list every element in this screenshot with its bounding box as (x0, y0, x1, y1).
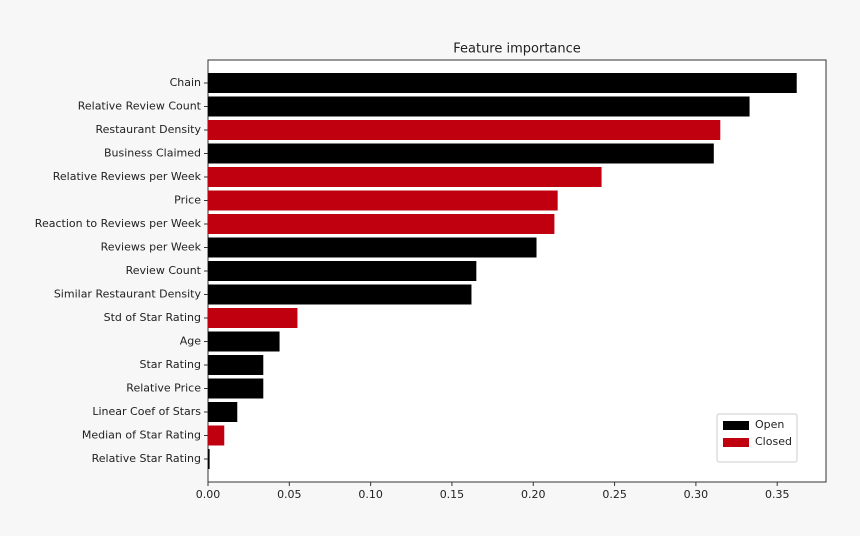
x-tick-label: 0.10 (358, 488, 383, 501)
y-tick-label: Linear Coef of Stars (92, 405, 201, 418)
x-tick-label: 0.15 (440, 488, 465, 501)
bar (208, 331, 280, 352)
bar (208, 167, 602, 187)
x-tick-label: 0.30 (684, 488, 709, 501)
legend-label: Open (755, 418, 784, 431)
bar (208, 425, 225, 446)
y-tick-label: Review Count (126, 264, 202, 277)
bar (208, 355, 264, 375)
bar (208, 449, 210, 469)
y-tick-label: Median of Star Rating (82, 429, 201, 442)
x-tick-label: 0.00 (196, 488, 221, 501)
bar (208, 308, 298, 328)
chart-title: Feature importance (453, 42, 581, 57)
x-tick-label: 0.35 (765, 488, 790, 501)
y-tick-label: Star Rating (139, 358, 201, 371)
y-tick-label: Chain (170, 76, 201, 89)
y-tick-label: Price (174, 194, 201, 207)
y-tick-label: Age (180, 335, 202, 348)
bar (208, 284, 472, 305)
legend-label: Closed (755, 435, 792, 448)
bar (208, 143, 714, 164)
y-tick-label: Similar Restaurant Density (54, 288, 202, 301)
legend: Open Closed (716, 413, 798, 463)
bar (208, 120, 721, 140)
legend-swatch (723, 421, 749, 430)
y-tick-label: Relative Review Count (78, 100, 202, 113)
bar (208, 190, 558, 211)
bar (208, 378, 264, 399)
bar (208, 214, 555, 234)
y-tick-label: Relative Reviews per Week (53, 170, 202, 183)
x-tick-label: 0.20 (521, 488, 546, 501)
y-tick-label: Business Claimed (104, 147, 201, 160)
y-tick-label: Reaction to Reviews per Week (35, 217, 202, 230)
bar (208, 96, 750, 117)
x-tick-label: 0.25 (602, 488, 627, 501)
y-tick-label: Std of Star Rating (104, 311, 201, 324)
bar (208, 261, 477, 281)
bar (208, 237, 537, 258)
x-tick-label: 0.05 (277, 488, 302, 501)
bar (208, 73, 797, 93)
y-tick-label: Restaurant Density (95, 123, 201, 136)
y-tick-label: Reviews per Week (101, 241, 202, 254)
legend-swatch (723, 438, 749, 447)
bar (208, 402, 238, 422)
y-tick-label: Relative Star Rating (92, 452, 201, 465)
y-tick-label: Relative Price (126, 382, 201, 395)
